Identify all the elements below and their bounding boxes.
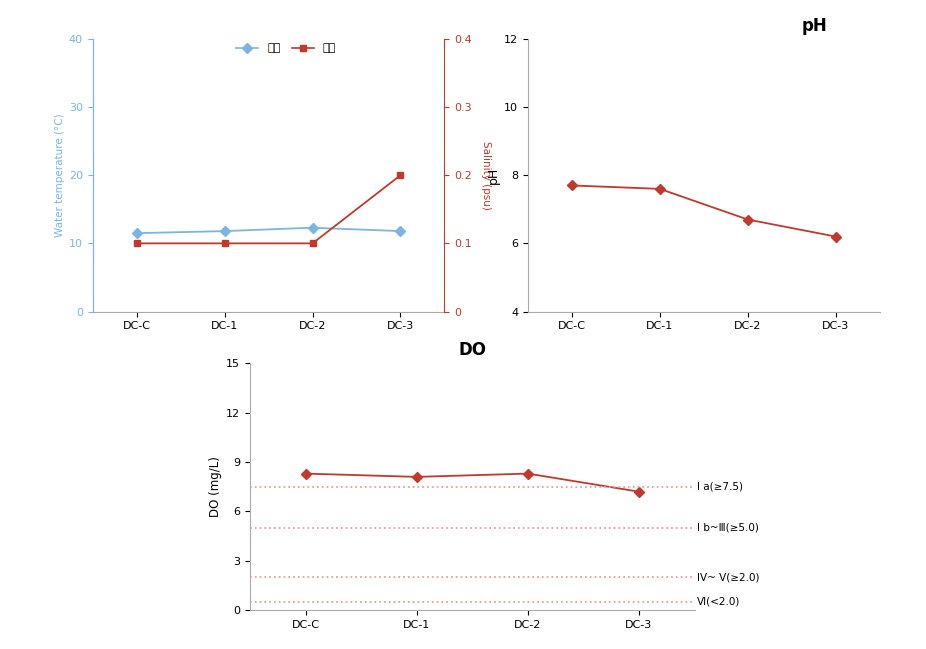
Legend: 수온, 염분: 수온, 염분 [232, 39, 341, 58]
Text: IV~ V(≥2.0): IV~ V(≥2.0) [696, 572, 759, 582]
Y-axis label: pH: pH [487, 167, 500, 184]
Text: I a(≥7.5): I a(≥7.5) [696, 482, 743, 492]
Y-axis label: Water temperature (°C): Water temperature (°C) [55, 114, 65, 237]
Text: VI(<2.0): VI(<2.0) [696, 597, 740, 607]
Text: I b~Ⅲ(≥5.0): I b~Ⅲ(≥5.0) [696, 523, 758, 533]
Y-axis label: DO (mg/L): DO (mg/L) [209, 456, 222, 517]
Text: pH: pH [801, 17, 827, 34]
Y-axis label: Salinity (psu): Salinity (psu) [482, 141, 492, 210]
Title: DO: DO [458, 341, 486, 359]
